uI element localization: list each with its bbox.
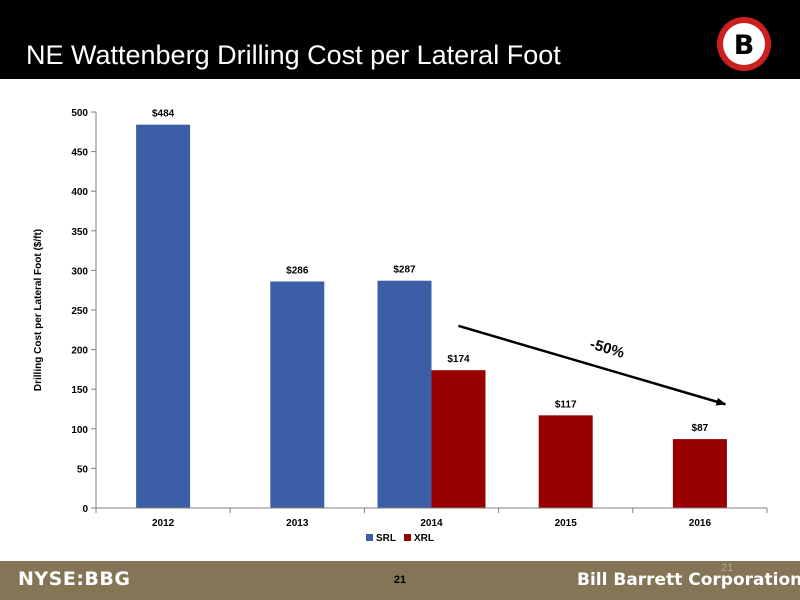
- data-label: $87: [692, 423, 709, 434]
- y-tick-label: 350: [71, 227, 88, 238]
- data-label: $117: [555, 399, 577, 410]
- legend-swatch-xrl: [404, 534, 411, 541]
- bar-srl-2013: [270, 281, 325, 508]
- page-number: 21: [393, 574, 407, 586]
- legend-label: SRL: [376, 533, 396, 544]
- bar-xrl-2015: [538, 415, 593, 508]
- data-label: $286: [286, 265, 309, 276]
- bar-xrl-2016: [672, 439, 727, 508]
- data-label: $174: [447, 354, 470, 365]
- y-tick-label: 100: [71, 425, 88, 436]
- trend-annotation: -50%: [588, 336, 626, 362]
- bar-xrl-2014: [431, 370, 486, 508]
- y-tick-label: 500: [71, 108, 88, 119]
- y-tick-label: 450: [71, 148, 88, 159]
- data-label: $287: [393, 265, 416, 276]
- slide-title: NE Wattenberg Drilling Cost per Lateral …: [26, 40, 561, 70]
- x-tick-label: 2015: [555, 518, 578, 529]
- trend-arrow: [457, 324, 727, 406]
- company-name: Bill Barrett Corporation: [577, 570, 800, 590]
- logo-letter: B: [734, 30, 755, 61]
- y-tick-label: 300: [71, 266, 88, 277]
- data-label: $484: [152, 109, 175, 120]
- x-tick-label: 2016: [689, 518, 712, 529]
- y-tick-label: 150: [71, 385, 88, 396]
- ticker-symbol: NYSE:BBG: [18, 568, 131, 590]
- x-tick-label: 2012: [152, 518, 175, 529]
- bar-srl-2012: [136, 124, 191, 508]
- logo-inner-disc: [723, 23, 765, 65]
- header-bar: NE Wattenberg Drilling Cost per Lateral …: [0, 0, 800, 79]
- footer-bar: NYSE:BBG 21 21 Bill Barrett Corporation: [0, 561, 800, 600]
- legend-label: XRL: [414, 533, 434, 544]
- y-tick-label: 0: [82, 504, 88, 515]
- legend: SRL XRL: [366, 533, 434, 544]
- x-tick-label: 2014: [420, 518, 443, 529]
- company-logo: B: [717, 17, 771, 71]
- y-axis-label: Drilling Cost per Lateral Foot ($/ft): [33, 229, 44, 391]
- y-tick-label: 50: [77, 464, 89, 475]
- page-number-ghost: 21: [721, 562, 734, 574]
- bar-srl-2014: [377, 280, 432, 508]
- y-tick-label: 200: [71, 346, 88, 357]
- legend-swatch-srl: [366, 534, 373, 541]
- bar-chart: 0 50 100 150 200 250 300 350 400 450 500 2012 2013 2…: [33, 108, 768, 544]
- y-tick-label: 400: [71, 187, 88, 198]
- y-tick-label: 250: [71, 306, 88, 317]
- x-tick-label: 2013: [286, 518, 309, 529]
